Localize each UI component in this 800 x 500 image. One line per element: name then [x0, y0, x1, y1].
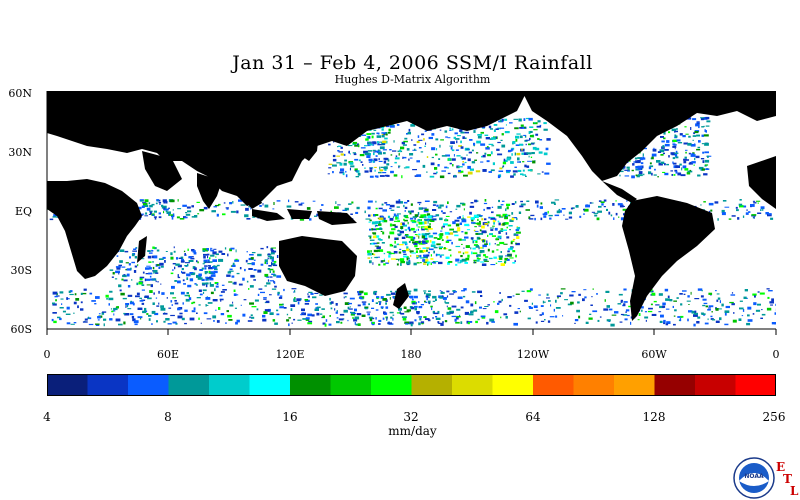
lon-label-0: 0 [43, 348, 51, 361]
lat-label-30s: 30S [10, 264, 32, 277]
lon-label-0-east: 0 [772, 348, 780, 361]
colorbar-swatch [290, 374, 331, 396]
colorbar-swatch [654, 374, 696, 396]
colorbar-swatch [128, 374, 169, 396]
colorbar-swatch [87, 374, 129, 396]
colorbar-swatch [47, 374, 88, 396]
lat-label-eq: EQ [14, 205, 32, 218]
colorbar-swatch [573, 374, 615, 396]
lon-label-180: 180 [400, 348, 422, 361]
colorbar-swatch [735, 374, 776, 396]
colorbar-units: mm/day [388, 424, 437, 438]
colorbar-tick-4: 4 [43, 410, 51, 424]
etl-letter-l: L [790, 484, 799, 498]
lon-label-120e: 120E [275, 348, 305, 361]
colorbar-swatch [533, 374, 574, 396]
colorbar [47, 374, 776, 396]
etl-letter-t: T [783, 472, 792, 486]
colorbar-swatch [168, 374, 210, 396]
svg-text:NOAA: NOAA [744, 473, 764, 480]
colorbar-tick-128: 128 [642, 410, 666, 424]
chart-title: Jan 31 – Feb 4, 2006 SSM/I Rainfall [232, 52, 593, 74]
lon-label-120w: 120W [516, 348, 550, 361]
colorbar-swatch [452, 374, 493, 396]
colorbar-swatch [330, 374, 372, 396]
colorbar-tick-64: 64 [525, 410, 541, 424]
colorbar-tick-16: 16 [282, 410, 298, 424]
landmasses [47, 91, 776, 321]
colorbar-swatch [249, 374, 291, 396]
noaa-logo: NOAA [733, 457, 775, 499]
colorbar-swatch [411, 374, 453, 396]
lat-label-60s: 60S [10, 323, 32, 336]
colorbar-tick-256: 256 [762, 410, 786, 424]
lon-label-60w: 60W [641, 348, 667, 361]
colorbar-tick-32: 32 [403, 410, 419, 424]
chart-subtitle: Hughes D-Matrix Algorithm [334, 73, 491, 86]
colorbar-tick-8: 8 [164, 410, 172, 424]
colorbar-swatch [492, 374, 534, 396]
axis-frame [46, 91, 777, 335]
colorbar-swatch [371, 374, 412, 396]
colorbar-swatch [614, 374, 655, 396]
lat-label-30n: 30N [8, 146, 32, 159]
lat-label-60n: 60N [8, 87, 32, 100]
lon-label-60e: 60E [156, 348, 180, 361]
rainfall-map [47, 91, 776, 329]
colorbar-swatch [695, 374, 736, 396]
lon-ticks [46, 329, 777, 335]
etl-letter-e: E [776, 460, 786, 474]
colorbar-swatch [209, 374, 250, 396]
